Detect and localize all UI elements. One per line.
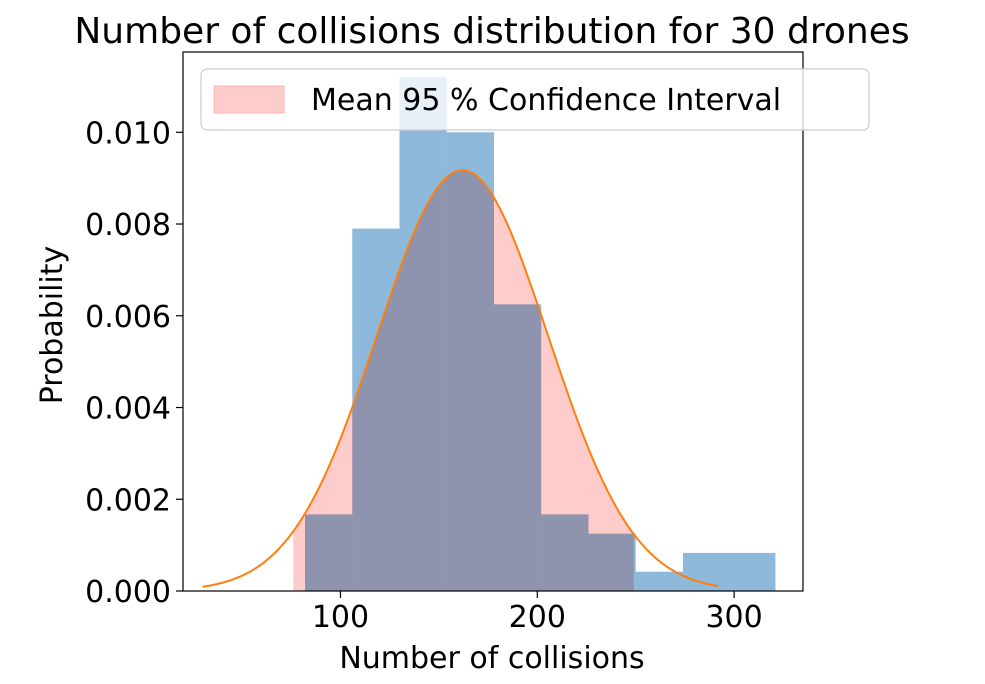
y-axis-label: Probability — [35, 246, 70, 405]
histogram-bar-5 — [541, 514, 589, 591]
y-tick-label-1: 0.002 — [85, 483, 171, 518]
histogram-bar-6 — [588, 533, 636, 591]
x-axis-label: Number of collisions — [339, 641, 644, 676]
legend: Mean 95 % Confidence Interval — [200, 68, 870, 131]
histogram-bar-2 — [399, 77, 447, 592]
chart-title: Number of collisions distribution for 30… — [74, 11, 909, 52]
y-tick-label-3: 0.006 — [85, 300, 171, 335]
histogram-bar-8 — [682, 552, 731, 591]
histogram-bar-3 — [446, 132, 494, 591]
histogram-bar-0 — [305, 514, 353, 591]
x-tick-label-1: 200 — [509, 600, 566, 635]
histogram-bar-7 — [635, 571, 683, 591]
legend-label: Mean 95 % Confidence Interval — [311, 83, 781, 118]
normal-distribution-line — [202, 169, 719, 588]
plot-area — [182, 51, 804, 592]
histogram-bar-1 — [352, 228, 400, 592]
plot-frame — [182, 51, 804, 592]
histogram-bar-9 — [730, 552, 776, 591]
histogram-bar-4 — [493, 304, 542, 591]
y-axis: 0.000 0.002 0.004 0.006 0.008 0.010 — [85, 116, 183, 610]
x-tick-label-2: 300 — [705, 600, 762, 635]
legend-swatch — [213, 85, 285, 114]
legend-frame — [200, 68, 870, 131]
x-tick-label-0: 100 — [312, 600, 369, 635]
y-tick-label-4: 0.008 — [85, 208, 171, 243]
histogram-bars — [305, 77, 776, 592]
y-tick-label-2: 0.004 — [85, 392, 171, 427]
y-tick-label-0: 0.000 — [85, 575, 171, 610]
y-tick-label-5: 0.010 — [85, 116, 171, 151]
x-axis: 100 200 300 — [312, 591, 763, 635]
